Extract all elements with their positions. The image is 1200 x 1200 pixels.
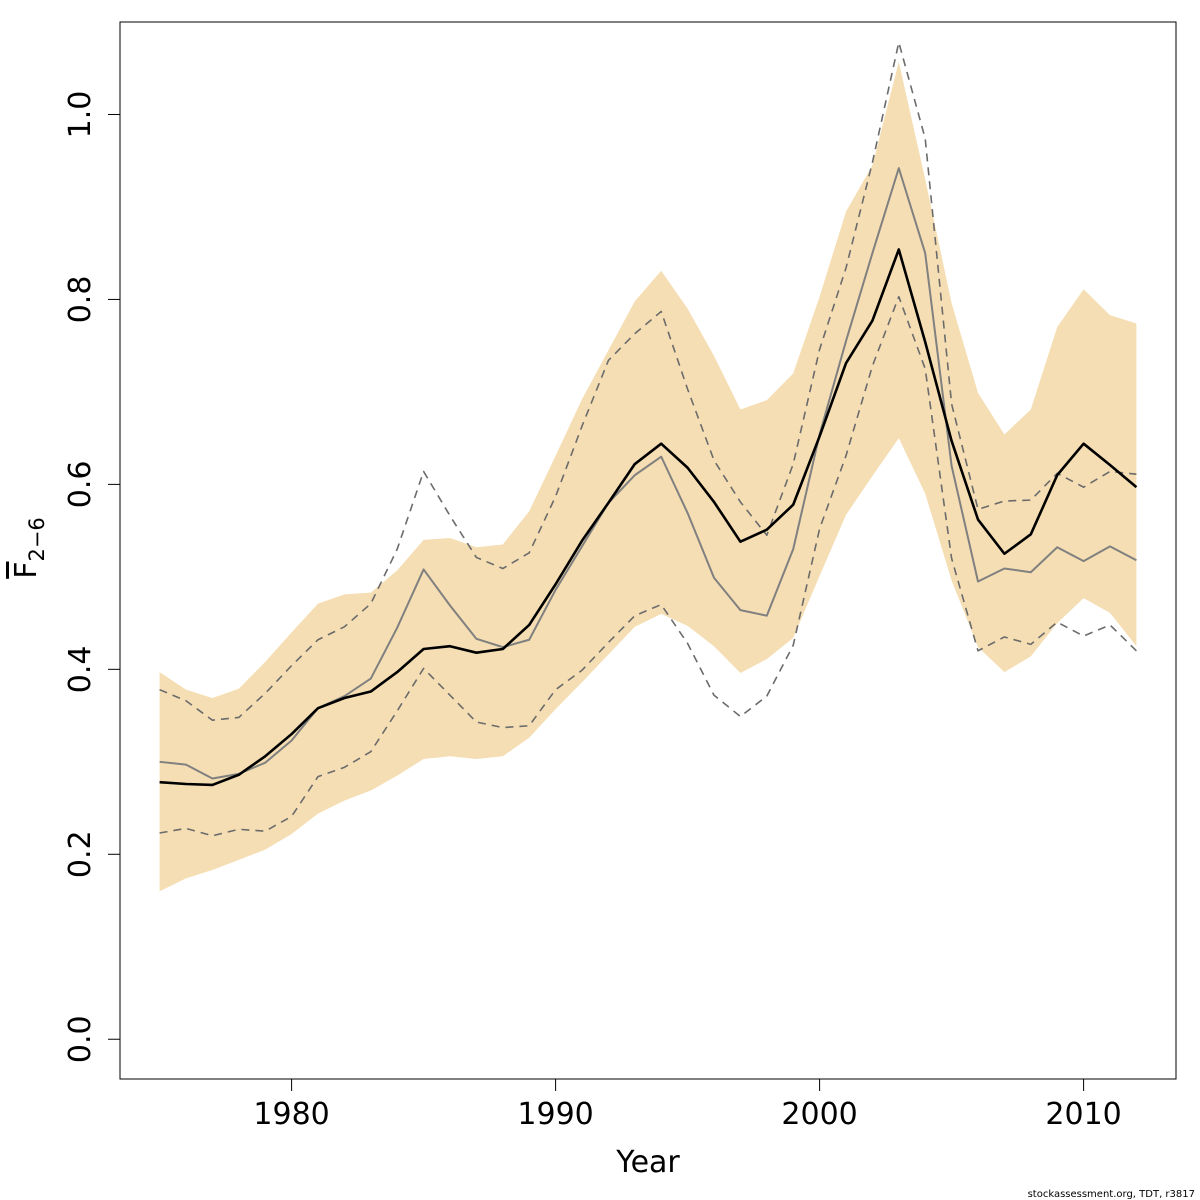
- x-axis: 1980 1990 2000 2010: [253, 1079, 1122, 1132]
- dashed-upper-line: [159, 41, 1137, 721]
- y-axis: 0.0 0.2 0.4 0.6 0.8 1.0: [63, 91, 120, 1063]
- main-estimate-line: [159, 248, 1138, 787]
- credit-text: stockassessment.org, TDT, r3817: [1028, 1189, 1195, 1200]
- x-tick-label: 2000: [781, 1097, 857, 1132]
- plot-frame: [119, 21, 1177, 1080]
- dashed-lower-line: [159, 295, 1137, 837]
- y-tick-label: 0.6: [63, 461, 98, 509]
- y-tick-label: 0.0: [63, 1015, 98, 1063]
- confidence-band-layer: [159, 61, 1137, 892]
- x-tick-label: 1990: [517, 1097, 593, 1132]
- y-tick-label: 1.0: [63, 91, 98, 139]
- confidence-band: [159, 61, 1137, 892]
- x-axis-title: Year: [615, 1145, 680, 1180]
- y-axis-title-main: F: [9, 562, 44, 579]
- y-axis-title: F2−6: [9, 517, 49, 579]
- y-axis-title-subscript: 2−6: [25, 517, 49, 561]
- x-tick-label: 1980: [253, 1097, 329, 1132]
- y-tick-label: 0.2: [63, 830, 98, 878]
- x-tick-label: 2010: [1045, 1097, 1121, 1132]
- y-tick-label: 0.8: [63, 276, 98, 324]
- y-tick-label: 0.4: [63, 645, 98, 693]
- svg-text:F2−6: F2−6: [9, 517, 49, 579]
- series-lines-layer: [159, 41, 1138, 837]
